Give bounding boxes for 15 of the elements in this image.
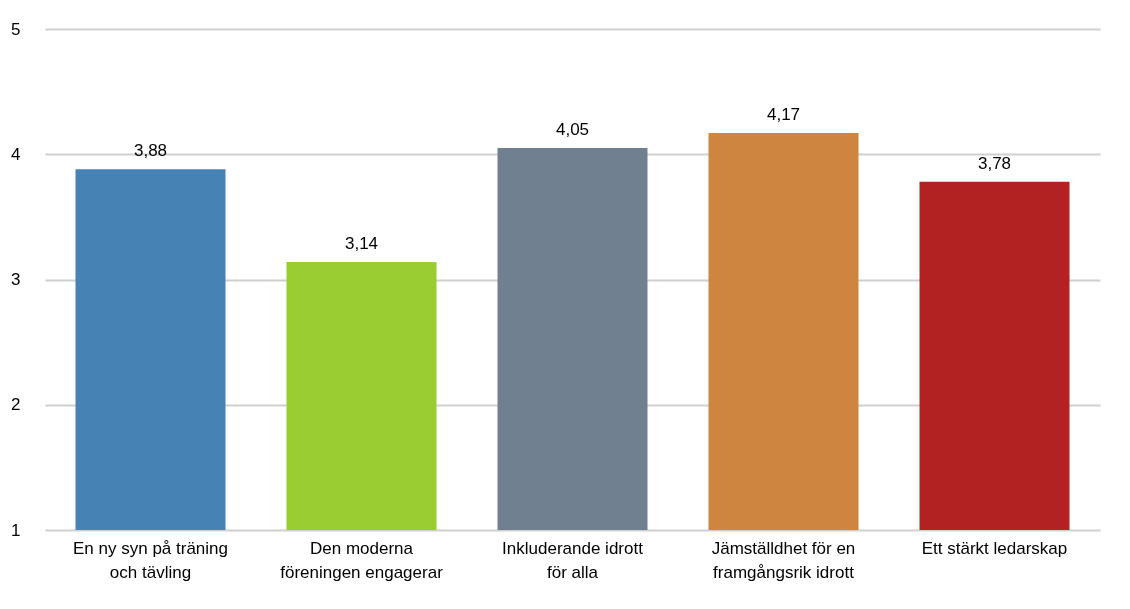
x-tick-label: Den moderna föreningen engagerar (280, 538, 444, 582)
data-label: 3,88 (133, 141, 168, 161)
data-label: 4,17 (766, 104, 801, 124)
y-tick-label: 5 (11, 19, 21, 39)
data-label: 4,05 (555, 119, 590, 139)
data-label: 3,14 (344, 233, 379, 253)
x-tick-label: Inkluderande idrott för alla (502, 538, 644, 582)
data-label: 3,78 (977, 153, 1012, 173)
y-tick-label: 4 (11, 144, 21, 164)
y-tick-label: 2 (11, 395, 21, 415)
y-tick-label: 3 (11, 270, 21, 289)
x-tick-label: Ett stärkt ledarskap (921, 538, 1068, 558)
x-tick-label: Jämställdhet för en framgångsrik idrott (711, 538, 856, 582)
x-tick-label: En ny syn på träning och tävling (73, 538, 228, 582)
y-tick-label: 1 (11, 520, 21, 540)
